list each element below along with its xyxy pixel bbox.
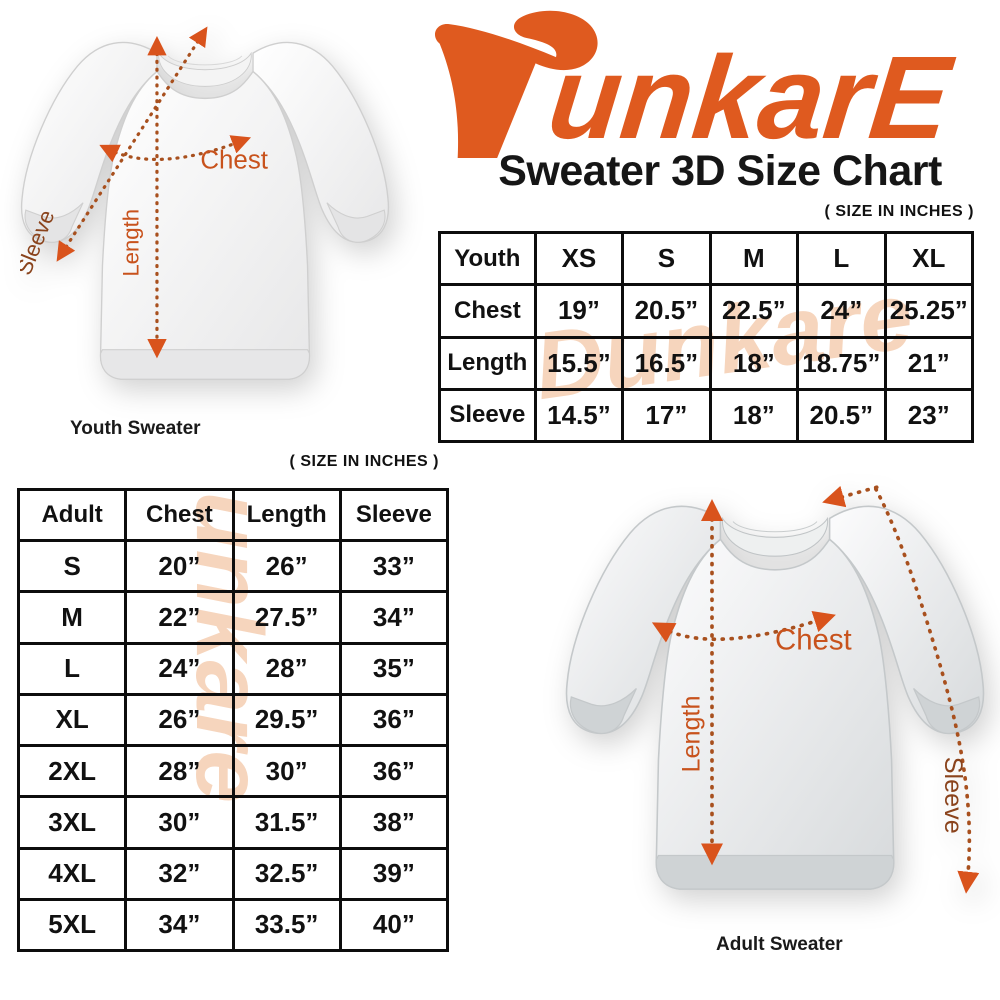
svg-text:Chest: Chest — [200, 147, 268, 175]
svg-text:Length: Length — [118, 209, 143, 277]
svg-text:Length: Length — [677, 695, 705, 772]
svg-text:Sleeve: Sleeve — [939, 757, 967, 834]
svg-text:unkarE: unkarE — [543, 32, 960, 158]
svg-text:Sleeve: Sleeve — [20, 206, 59, 278]
svg-text:Chest: Chest — [775, 624, 852, 657]
